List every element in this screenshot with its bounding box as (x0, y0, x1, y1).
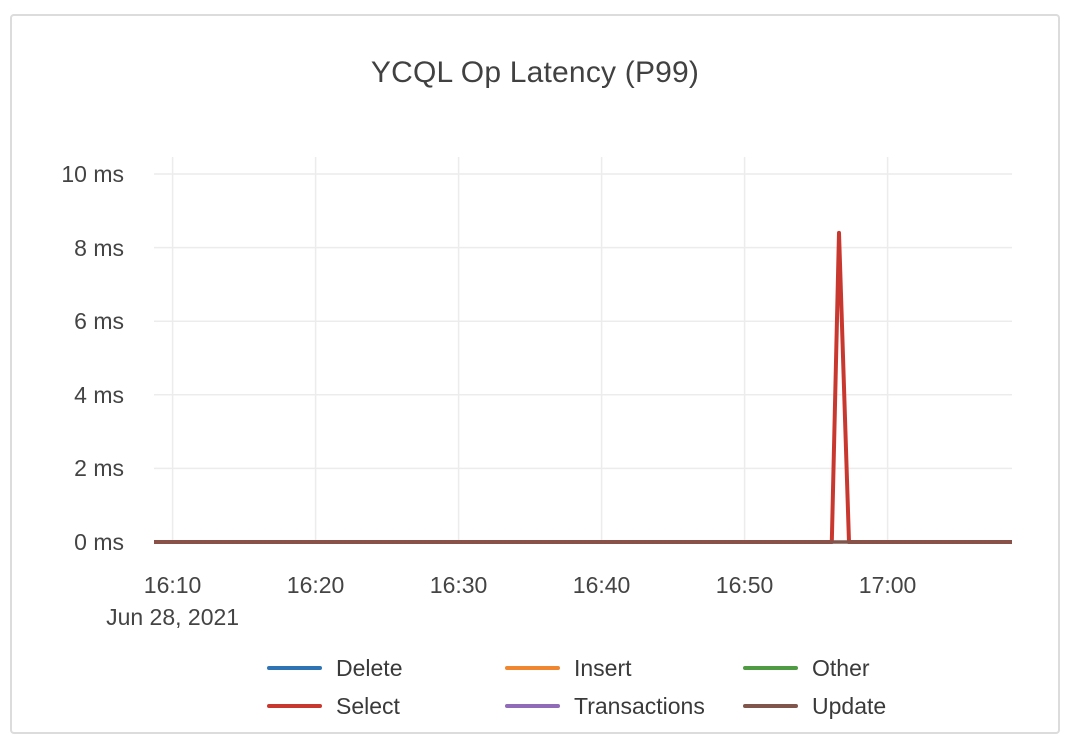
legend-item-transactions[interactable]: Transactions (505, 692, 743, 720)
x-tick-label: 17:00 (858, 572, 917, 598)
x-tick-label: 16:30 (429, 572, 488, 598)
series-line-select (154, 230, 1012, 544)
x-axis-date-label: Jun 28, 2021 (106, 604, 240, 630)
plot-svg (154, 157, 1012, 544)
chart-title: YCQL Op Latency (P99) (370, 56, 700, 89)
legend-label: Select (336, 692, 400, 719)
legend: Delete Insert Other Select Transactions Updat… (267, 654, 981, 720)
y-tick-label: 8 ms (74, 234, 124, 261)
legend-swatch-delete (267, 666, 322, 670)
legend-item-update[interactable]: Update (743, 692, 981, 720)
legend-swatch-select (267, 704, 322, 708)
y-tick-label: 2 ms (74, 455, 124, 482)
legend-item-other[interactable]: Other (743, 654, 981, 682)
x-tick-label: 16:10 (143, 572, 202, 598)
legend-item-select[interactable]: Select (267, 692, 505, 720)
legend-label: Other (812, 654, 870, 681)
legend-item-insert[interactable]: Insert (505, 654, 743, 682)
y-tick-label: 6 ms (74, 308, 124, 335)
legend-label: Insert (574, 654, 632, 681)
x-tick-label: 16:40 (572, 572, 631, 598)
chart-card: YCQL Op Latency (P99) 0 ms 2 ms 4 ms 6 ms 8 … (10, 14, 1060, 734)
y-tick-label: 10 ms (61, 161, 124, 187)
legend-swatch-transactions (505, 704, 560, 708)
legend-swatch-insert (505, 666, 560, 670)
y-tick-label: 0 ms (74, 529, 124, 555)
legend-swatch-other (743, 666, 798, 670)
legend-swatch-update (743, 704, 798, 708)
legend-item-delete[interactable]: Delete (267, 654, 505, 682)
x-tick-label: 16:50 (715, 572, 774, 598)
legend-label: Delete (336, 654, 403, 681)
legend-label: Update (812, 692, 887, 719)
y-tick-label: 4 ms (74, 381, 124, 408)
legend-label: Transactions (574, 692, 705, 719)
x-tick-label: 16:20 (286, 572, 345, 598)
